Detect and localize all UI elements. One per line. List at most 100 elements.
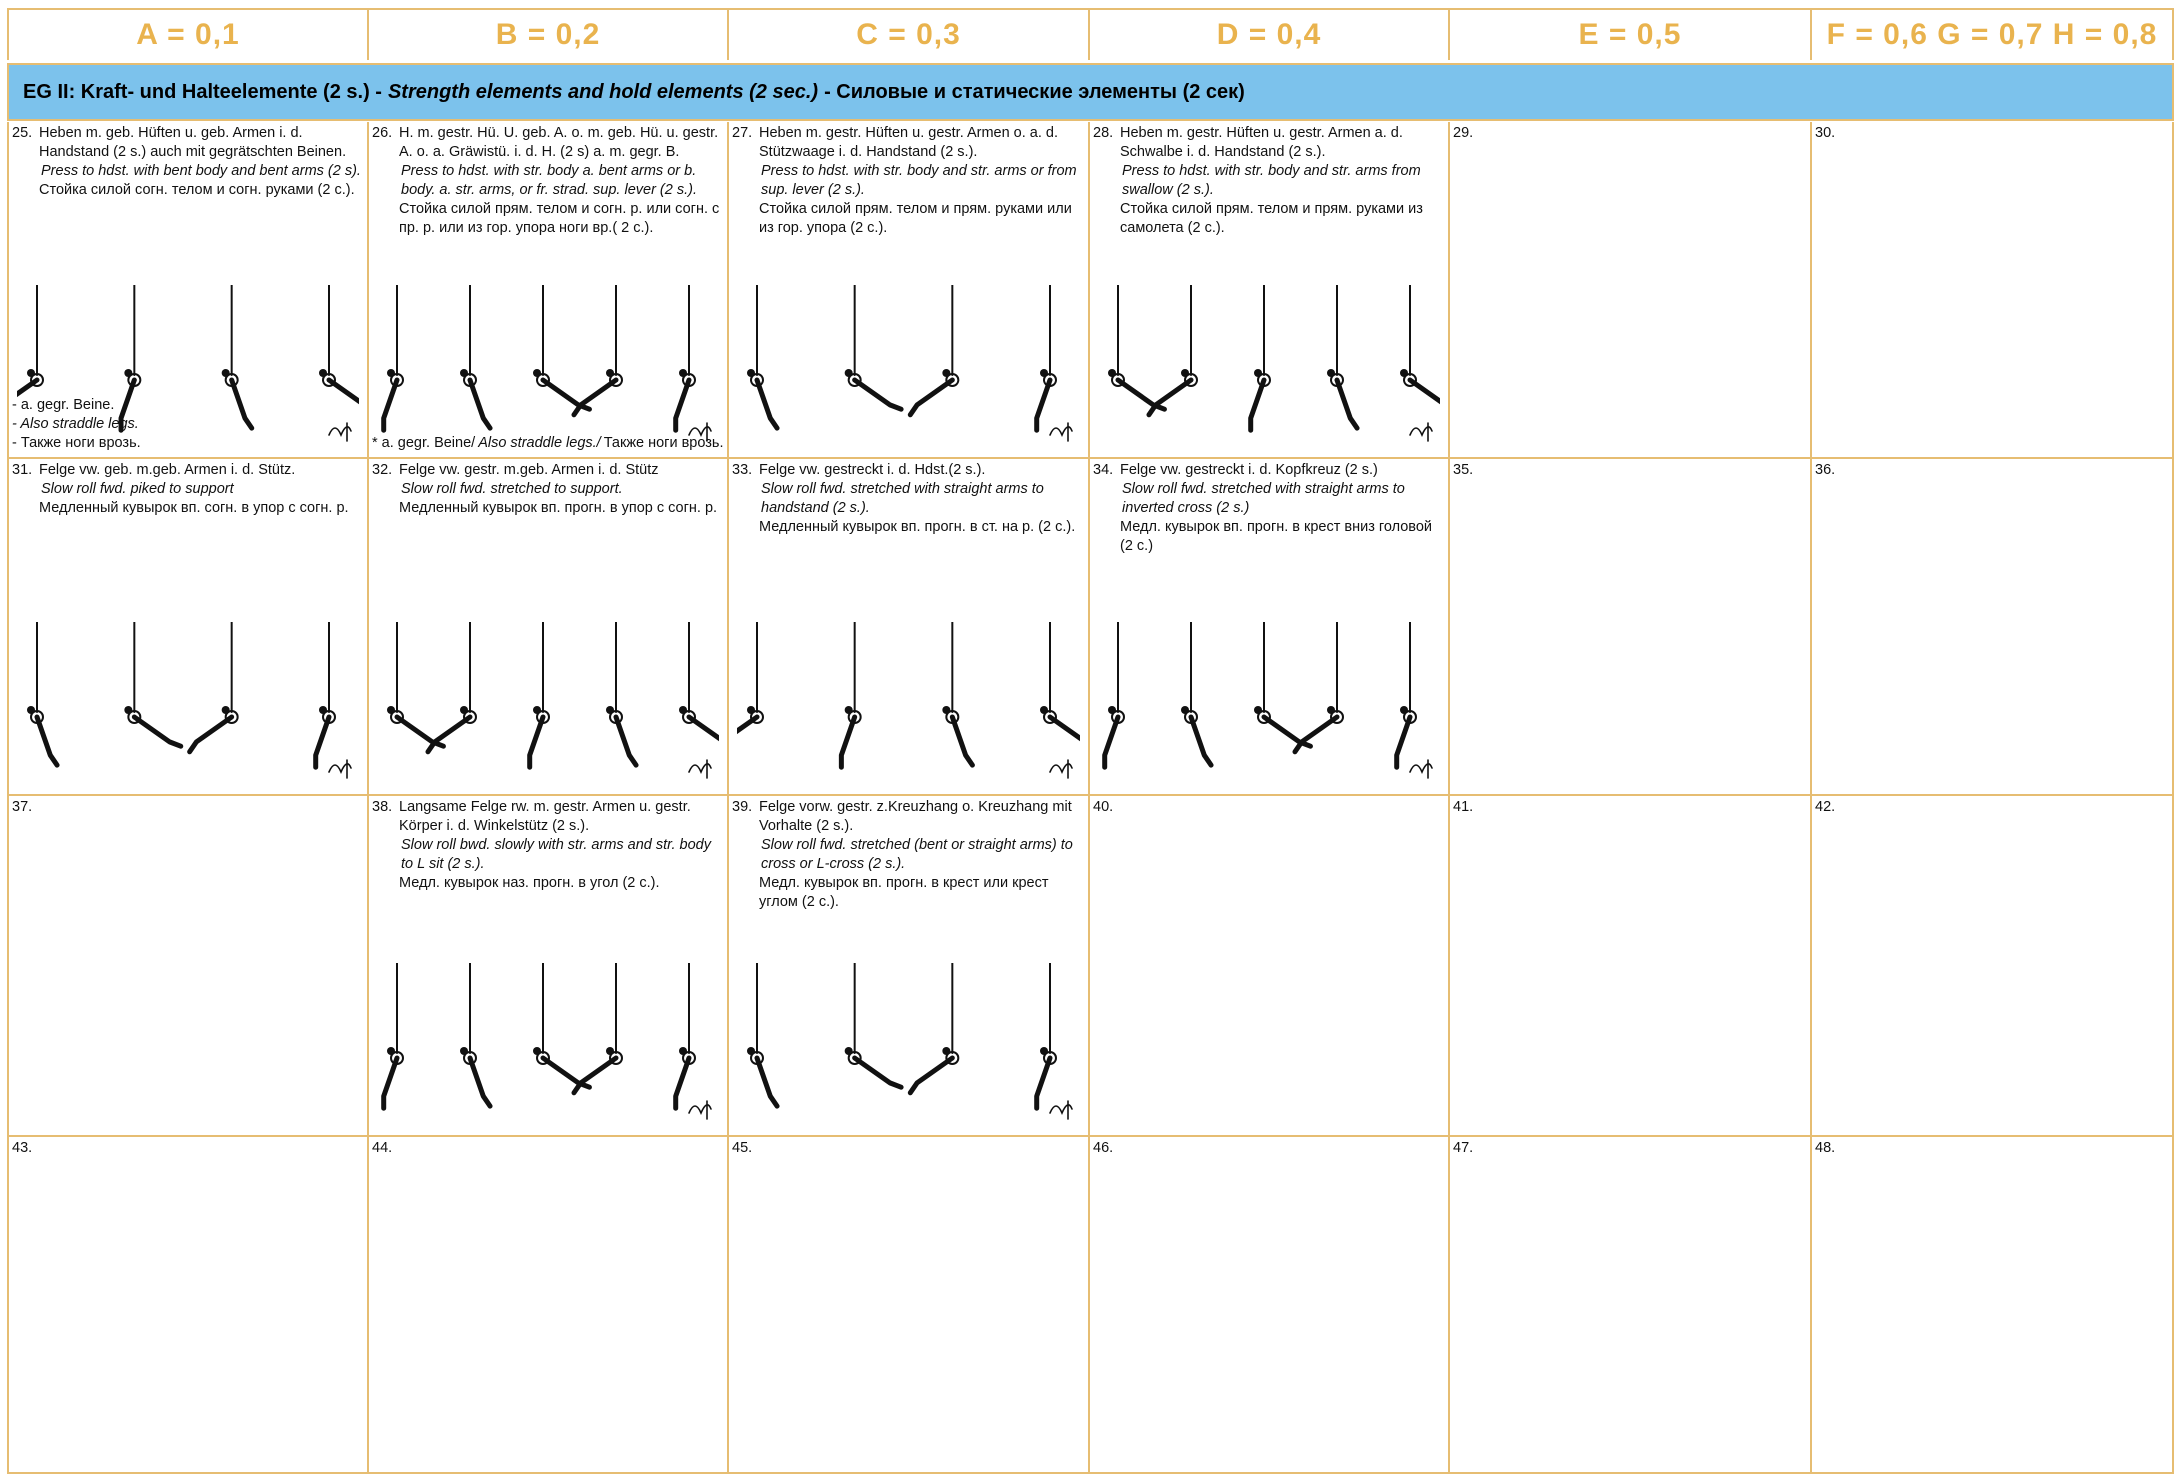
element-number: 48.: [1815, 1140, 1836, 1156]
element-number: 30.: [1815, 125, 1836, 141]
text-english: Slow roll fwd. stretched with straight a…: [1122, 481, 1405, 516]
banner-en: Strength elements and hold elements (2 s…: [387, 80, 819, 103]
element-number: 27.: [732, 125, 753, 141]
note: * a. gegr. Beine/: [372, 435, 476, 451]
table-cell: 34. Felge vw. gestreckt i. d. Kopfkreuz (…: [1090, 459, 1450, 796]
table-cell: 35.: [1450, 459, 1812, 796]
element-number: 29.: [1453, 125, 1474, 141]
table-cell: 31. Felge vw. geb. m.geb. Armen i. d. Stü…: [7, 459, 369, 796]
table-cell: 32. Felge vw. gestr. m.geb. Armen i. d. S…: [369, 459, 729, 796]
text-russian: Медленный кувырок вп. прогн. в упор с со…: [399, 500, 718, 516]
text-russian: Стойка силой прям. телом и прям. руками …: [759, 201, 1072, 236]
text-english: Slow roll fwd. piked to support: [41, 481, 234, 497]
text-english: Slow roll fwd. stretched with straight a…: [761, 481, 1044, 516]
table-cell: 33. Felge vw. gestreckt i. d. Hdst.(2 s.)…: [729, 459, 1090, 796]
element-number: 35.: [1453, 462, 1474, 478]
text-german: Heben m. gestr. Hüften u. gestr. Armen o…: [759, 125, 1059, 160]
note: Также ноги врозь.: [603, 435, 724, 451]
table-cell: 30.: [1812, 122, 2174, 459]
element-illustration: [27, 622, 352, 779]
table-cell: 48.: [1812, 1137, 2174, 1474]
element-number: 43.: [12, 1140, 33, 1156]
text-english: Press to hdst. with str. body and str. a…: [761, 163, 1077, 198]
text-german: Felge vw. gestreckt i. d. Kopfkreuz (2 s…: [1120, 462, 1378, 478]
element-number: 39.: [732, 799, 753, 815]
element-number: 36.: [1815, 462, 1836, 478]
table-cell: 41.: [1450, 796, 1812, 1137]
note: Also straddle legs./: [478, 435, 601, 451]
element-number: 32.: [372, 462, 393, 478]
element-illustration: [1108, 285, 1440, 442]
element-number: 34.: [1093, 462, 1114, 478]
text-russian: Медл. кувырок вп. прогн. в крест вниз го…: [1120, 519, 1433, 554]
text-russian: Медленный кувырок вп. согн. в упор с сог…: [39, 500, 349, 516]
column-header: B = 0,2: [369, 8, 729, 60]
text-english: Press to hdst. with str. body a. bent ar…: [401, 163, 697, 198]
element-illustration: [1102, 622, 1433, 779]
table-cell: 46.: [1090, 1137, 1450, 1474]
text-russian: Стойка силой прям. телом и согн. р. или …: [399, 201, 720, 236]
element-number: 44.: [372, 1140, 393, 1156]
column-header: C = 0,3: [729, 8, 1090, 60]
table-cell: 29.: [1450, 122, 1812, 459]
text-german: H. m. gestr. Hü. U. geb. A. o. m. geb. H…: [399, 125, 719, 160]
element-illustration: [387, 622, 719, 779]
text-german: Felge vw. gestr. m.geb. Armen i. d. Stüt…: [399, 462, 659, 478]
table-cell: 47.: [1450, 1137, 1812, 1474]
element-number: 46.: [1093, 1140, 1114, 1156]
element-text: Felge vw. geb. m.geb. Armen i. d. Stütz.…: [39, 461, 363, 518]
table-cell: 38. Langsame Felge rw. m. gestr. Armen u.…: [369, 796, 729, 1137]
text-russian: Медленный кувырок вп. прогн. в ст. на р.…: [759, 519, 1076, 535]
table-cell: 45.: [729, 1137, 1090, 1474]
text-german: Felge vw. geb. m.geb. Armen i. d. Stütz.: [39, 462, 296, 478]
text-russian: Медл. кувырок вп. прогн. в крест или кре…: [759, 875, 1049, 910]
table-cell: 43.: [7, 1137, 369, 1474]
element-number: 25.: [12, 125, 33, 141]
element-text: Felge vorw. gestr. z.Kreuzhang o. Kreuzh…: [759, 798, 1084, 912]
element-text: Heben m. geb. Hüften u. geb. Armen i. d.…: [39, 124, 363, 200]
text-english: Slow roll fwd. stretched to support.: [401, 481, 623, 497]
table-cell: 44.: [369, 1137, 729, 1474]
text-german: Heben m. geb. Hüften u. geb. Armen i. d.…: [39, 125, 347, 160]
element-text: Felge vw. gestreckt i. d. Hdst.(2 s.). Sl…: [759, 461, 1084, 537]
text-russian: Стойка силой согн. телом и согн. руками …: [39, 182, 355, 198]
element-number: 47.: [1453, 1140, 1474, 1156]
note: - a. gegr. Beine.: [12, 397, 115, 413]
element-number: 41.: [1453, 799, 1474, 815]
column-header: A = 0,1: [7, 8, 369, 60]
element-illustration: [17, 285, 359, 442]
column-header: F = 0,6 G = 0,7 H = 0,8: [1812, 8, 2174, 60]
element-illustration: [747, 963, 1073, 1120]
element-number: 37.: [12, 799, 33, 815]
column-header: D = 0,4: [1090, 8, 1450, 60]
column-header: E = 0,5: [1450, 8, 1812, 60]
banner-ru: - Силовые и статические элементы (2 сек): [824, 80, 1245, 103]
text-german: Felge vw. gestreckt i. d. Hdst.(2 s.).: [759, 462, 986, 478]
element-text: H. m. gestr. Hü. U. geb. A. o. m. geb. H…: [399, 124, 723, 238]
element-illustration: [381, 963, 712, 1120]
element-text: Heben m. gestr. Hüften u. gestr. Armen a…: [1120, 124, 1444, 238]
text-german: Langsame Felge rw. m. gestr. Armen u. ge…: [399, 799, 691, 834]
table-cell: 42.: [1812, 796, 2174, 1137]
table-cell: 39. Felge vorw. gestr. z.Kreuzhang o. Kre…: [729, 796, 1090, 1137]
table-cell: 27. Heben m. gestr. Hüften u. gestr. Arme…: [729, 122, 1090, 459]
element-number: 26.: [372, 125, 393, 141]
text-english: Slow roll bwd. slowly with str. arms and…: [401, 837, 711, 872]
table-cell: 25. Heben m. geb. Hüften u. geb. Armen i.…: [7, 122, 369, 459]
element-number: 31.: [12, 462, 33, 478]
sheet: EG II: Kraft- und Halteelemente (2 s.) -…: [7, 0, 2174, 1474]
element-number: 40.: [1093, 799, 1114, 815]
element-illustration: [737, 622, 1080, 779]
banner: EG II: Kraft- und Halteelemente (2 s.) -…: [7, 63, 2174, 121]
element-number: 45.: [732, 1140, 753, 1156]
table-cell: 40.: [1090, 796, 1450, 1137]
table-cell: 36.: [1812, 459, 2174, 796]
text-english: Press to hdst. with str. body and str. a…: [1122, 163, 1421, 198]
notes: * a. gegr. Beine/Also straddle legs./Так…: [372, 434, 727, 453]
note: - Also straddle legs.: [12, 416, 139, 432]
element-illustration: [381, 285, 712, 442]
element-text: Langsame Felge rw. m. gestr. Armen u. ge…: [399, 798, 723, 893]
element-text: Felge vw. gestreckt i. d. Kopfkreuz (2 s…: [1120, 461, 1444, 556]
text-german: Heben m. gestr. Hüften u. gestr. Armen a…: [1120, 125, 1403, 160]
